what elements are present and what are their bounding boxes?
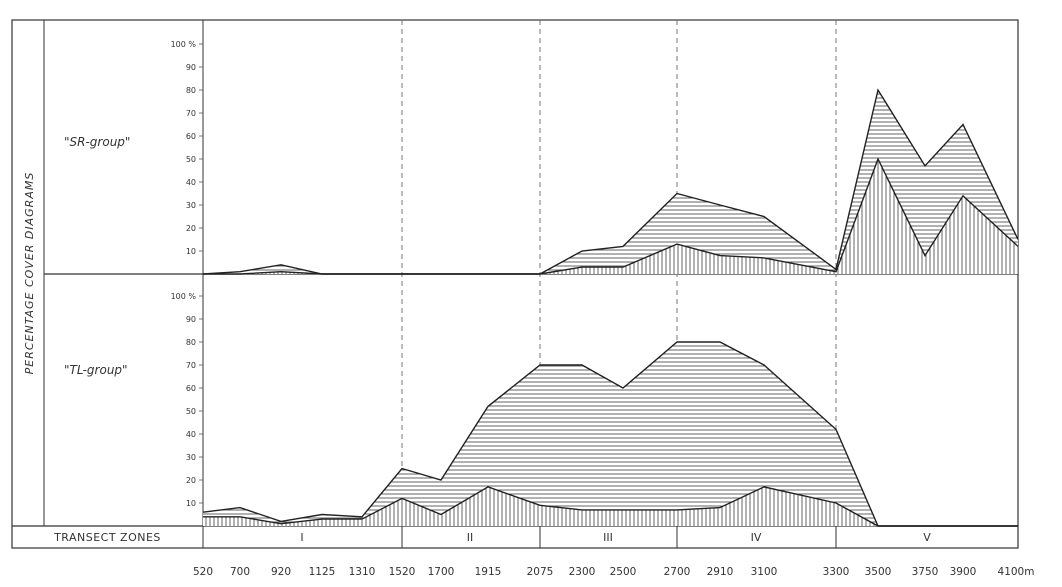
y-tick-label: 40 — [186, 178, 196, 187]
y-tick-label: 10 — [186, 499, 196, 508]
y-tick-label: 80 — [186, 86, 196, 95]
lower-band-area — [203, 486, 1018, 526]
y-tick-label: 30 — [186, 453, 196, 462]
x-tick-label: 1310 — [349, 566, 376, 578]
data-areas — [202, 88, 1019, 527]
x-tick-label: 920 — [271, 566, 291, 578]
lower-band-area — [203, 159, 1018, 274]
x-tick-label: 3500 — [865, 566, 892, 578]
x-tick-label: 1700 — [428, 566, 455, 578]
y-tick-label: 20 — [186, 476, 196, 485]
x-tick-label: 520 — [193, 566, 213, 578]
y-tick-label: 50 — [186, 155, 196, 164]
transect-zones-label: TRANSECT ZONES — [53, 531, 161, 544]
zone-label: IV — [751, 531, 762, 544]
x-tick-label: 2700 — [664, 566, 691, 578]
y-tick-label: 100 % — [171, 292, 197, 301]
y-tick-label: 90 — [186, 315, 196, 324]
x-tick-label: 700 — [230, 566, 250, 578]
y-tick-label: 100 % — [171, 40, 197, 49]
x-tick-label: 1520 — [389, 566, 416, 578]
y-tick-label: 30 — [186, 201, 196, 210]
y-tick-label: 40 — [186, 430, 196, 439]
y-tick-label: 60 — [186, 132, 196, 141]
y-tick-label: 60 — [186, 384, 196, 393]
upper-band-area — [203, 342, 1018, 526]
x-tick-label: 2910 — [707, 566, 734, 578]
zone-label: III — [603, 531, 613, 544]
x-tick-label: 1915 — [475, 566, 502, 578]
y-tick-label: 70 — [186, 361, 196, 370]
y-tick-label: 20 — [186, 224, 196, 233]
y-tick-label: 50 — [186, 407, 196, 416]
y-tick-label: 90 — [186, 63, 196, 72]
x-tick-label: 2500 — [610, 566, 637, 578]
lower-cover-line — [203, 486, 1018, 527]
chart-labels: 10 20 30 40 50 60 70 80 90 100 % 10 20 30 40 50 60 70 80 9… — [23, 40, 1034, 578]
x-tick-label: 2075 — [527, 566, 554, 578]
zone-label: I — [300, 531, 303, 544]
x-tick-label: 3900 — [950, 566, 977, 578]
x-tick-label: 4100m — [998, 566, 1035, 578]
y-tick-label: 10 — [186, 247, 196, 256]
group-label: "SR-group" — [64, 135, 130, 149]
lower-cover-line — [203, 157, 1019, 275]
zone-label: II — [467, 531, 474, 544]
x-tick-label: 2300 — [569, 566, 596, 578]
x-tick-label: 3100 — [751, 566, 778, 578]
x-tick-label: 3300 — [823, 566, 850, 578]
x-tick-label: 3750 — [912, 566, 939, 578]
x-tick-label: 1125 — [309, 566, 336, 578]
zone-label: V — [923, 531, 931, 544]
group-label: "TL-group" — [64, 363, 128, 377]
y-tick-label: 70 — [186, 109, 196, 118]
y-axis-title: PERCENTAGE COVER DIAGRAMS — [23, 172, 36, 375]
y-tick-label: 80 — [186, 338, 196, 347]
outer-frame — [11, 19, 1019, 549]
